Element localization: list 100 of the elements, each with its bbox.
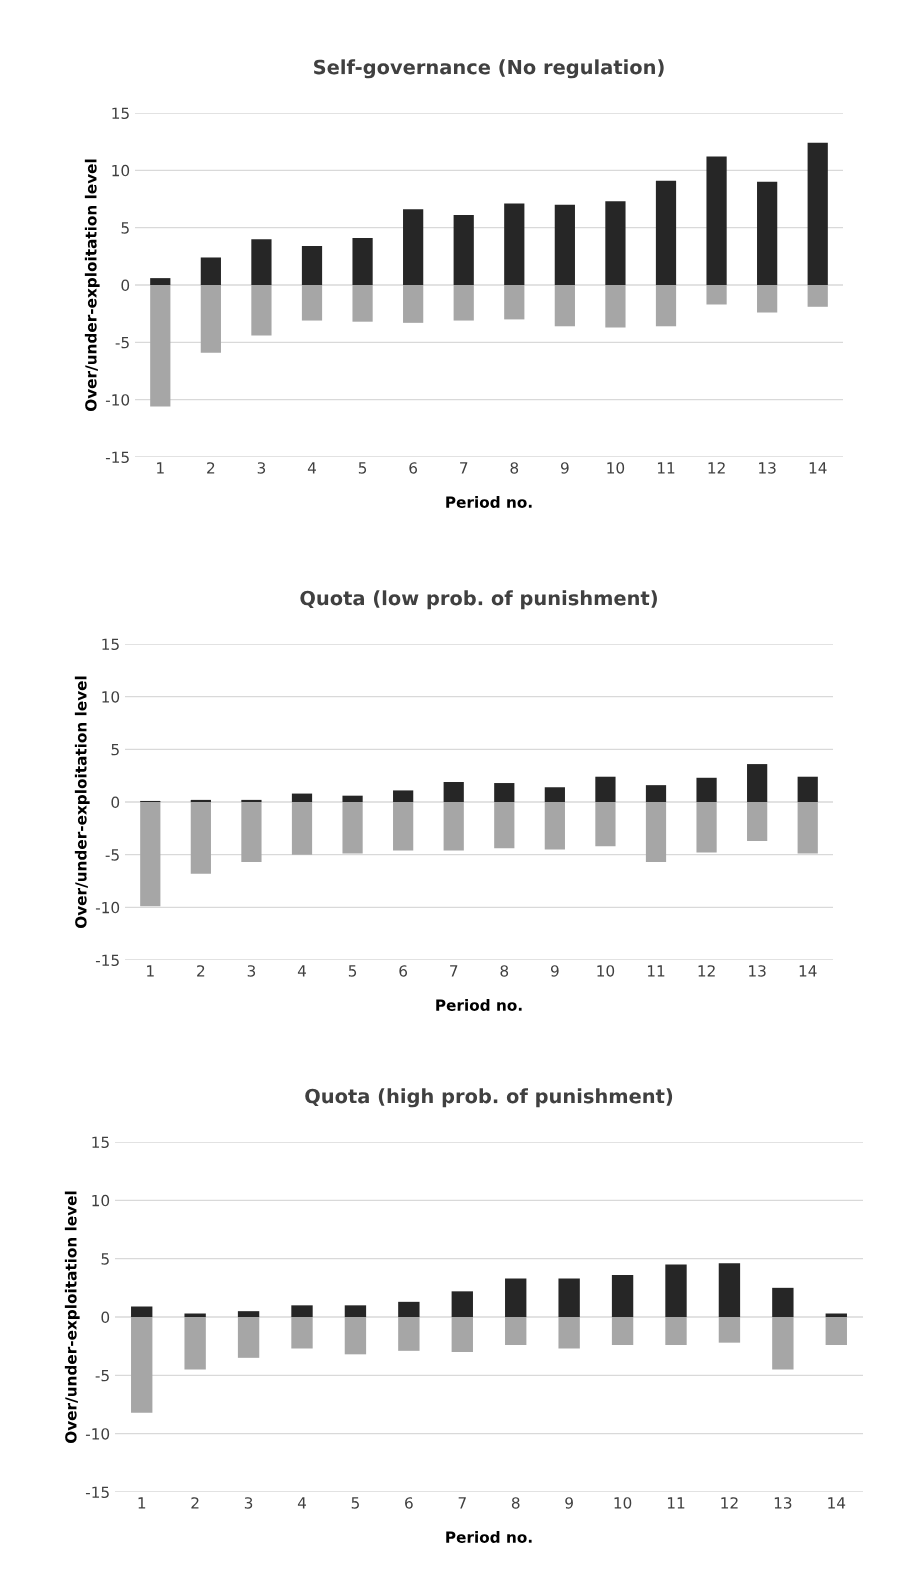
bar (352, 285, 373, 322)
bar (595, 802, 616, 847)
bar (342, 802, 363, 854)
bar (595, 776, 616, 802)
x-tick-label: 13 (759, 462, 776, 474)
bar (494, 783, 515, 802)
y-axis-title: Over/under-exploitation level (74, 676, 90, 928)
y-tick-label: 15 (112, 107, 129, 120)
x-tick-label: 11 (667, 1497, 685, 1509)
bar (237, 1311, 260, 1317)
bar (825, 1317, 847, 1345)
y-tick-label: 5 (121, 222, 129, 234)
bar (718, 1317, 741, 1343)
x-tick-label: 10 (597, 965, 615, 977)
x-tick-label: 14 (828, 1497, 846, 1509)
y-tick-label: -10 (105, 394, 130, 406)
y-tick-label: 15 (102, 638, 119, 651)
bar (655, 180, 677, 285)
x-tick-label: 6 (409, 462, 418, 474)
x-tick-label: 13 (774, 1497, 792, 1509)
bar (807, 142, 828, 285)
x-tick-label: 12 (708, 462, 725, 474)
bar (544, 802, 565, 850)
x-tick-label: 2 (207, 462, 215, 474)
x-tick-label: 8 (511, 1497, 520, 1509)
bar (443, 802, 464, 851)
x-tick-label: 3 (244, 1497, 253, 1509)
bar (494, 802, 515, 849)
bar (190, 802, 211, 874)
bar (301, 246, 323, 285)
bar (131, 1317, 153, 1413)
bar (554, 204, 575, 285)
x-tick-label: 4 (297, 965, 306, 977)
y-tick-label: 0 (111, 796, 120, 809)
y-tick-label: 0 (121, 279, 130, 292)
x-tick-label: 4 (307, 462, 316, 474)
x-tick-label: 6 (399, 965, 408, 977)
x-tick-label: 11 (657, 462, 675, 474)
bar (237, 1317, 260, 1358)
y-tick-label: 5 (101, 1253, 109, 1265)
bar (184, 1317, 206, 1370)
x-tick-label: 2 (197, 965, 205, 977)
bar (696, 777, 717, 802)
x-tick-label: 6 (405, 1497, 413, 1509)
bar (190, 799, 211, 802)
chart-title: Self-governance (No regulation) (314, 59, 664, 79)
x-tick-label: 1 (157, 462, 164, 474)
chart-title: Quota (low prob. of punishment) (300, 590, 657, 610)
y-axis-title: Over/under-exploitation level (84, 159, 100, 411)
bar (504, 203, 525, 285)
bar (453, 285, 474, 321)
bar (797, 802, 818, 854)
bar (344, 1317, 367, 1355)
bar (150, 278, 171, 285)
y-tick-label: -10 (85, 1428, 110, 1440)
x-tick-label: 5 (351, 1497, 359, 1509)
bar (772, 1317, 794, 1370)
bar (544, 787, 565, 802)
y-tick-label: -5 (105, 849, 119, 861)
bar (605, 285, 626, 328)
bar (398, 1317, 420, 1351)
x-tick-label: 8 (500, 965, 509, 977)
bar (757, 181, 778, 285)
bar (772, 1287, 794, 1317)
bar (301, 285, 323, 321)
x-tick-label: 7 (460, 462, 468, 474)
x-tick-label: 12 (698, 965, 715, 977)
bar (393, 802, 414, 851)
bar (825, 1313, 847, 1317)
x-tick-label: 1 (147, 965, 154, 977)
bar (342, 795, 363, 802)
x-axis-title: Period no. (446, 496, 532, 508)
x-tick-label: 1 (138, 1497, 146, 1509)
bar (200, 285, 221, 353)
bar (291, 1305, 313, 1317)
x-tick-label: 8 (510, 462, 519, 474)
bar (611, 1317, 634, 1345)
bar (291, 1317, 313, 1349)
bar (554, 285, 575, 327)
bar (797, 776, 818, 802)
bar (747, 802, 768, 841)
bar (131, 1306, 153, 1317)
bar (451, 1317, 473, 1352)
x-tick-label: 11 (647, 965, 665, 977)
y-tick-label: -15 (85, 1486, 109, 1499)
bar (757, 285, 778, 313)
bar (706, 285, 727, 305)
x-tick-label: 10 (607, 462, 625, 474)
x-tick-label: 10 (614, 1497, 632, 1509)
x-tick-label: 4 (297, 1497, 306, 1509)
bar (453, 215, 474, 285)
bar (251, 239, 272, 285)
bar (665, 1264, 687, 1317)
bar (291, 793, 313, 802)
bar (200, 257, 221, 285)
bar (393, 790, 414, 802)
bar (645, 785, 667, 802)
bar (241, 802, 262, 863)
y-tick-label: -15 (105, 451, 129, 464)
y-tick-label: -15 (95, 954, 119, 967)
